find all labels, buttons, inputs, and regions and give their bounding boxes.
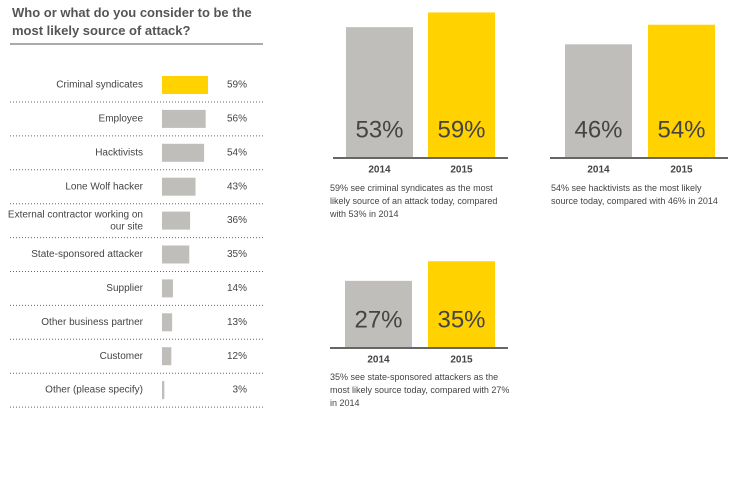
category-label: Other (please specify) bbox=[45, 385, 143, 396]
x-tick-label: 2014 bbox=[368, 165, 391, 176]
value-label: 13% bbox=[227, 317, 247, 328]
bar bbox=[162, 211, 191, 230]
bar bbox=[428, 12, 495, 158]
x-tick-label: 2015 bbox=[670, 165, 693, 176]
category-label: Employee bbox=[99, 114, 144, 125]
caption: 59% see criminal syndicates as the most … bbox=[330, 183, 498, 219]
value-label: 14% bbox=[227, 283, 247, 294]
value-label: 43% bbox=[227, 181, 247, 192]
bar bbox=[162, 347, 172, 366]
bar bbox=[648, 24, 715, 158]
caption: 35% see state-sponsored attackers as the… bbox=[330, 372, 510, 408]
category-label: Lone Wolf hacker bbox=[65, 181, 143, 192]
value-label: 56% bbox=[227, 114, 247, 125]
bar bbox=[565, 44, 632, 157]
category-label: Criminal syndicates bbox=[56, 80, 143, 91]
value-label: 35% bbox=[437, 306, 485, 333]
bar bbox=[162, 245, 190, 264]
value-label: 54% bbox=[657, 116, 705, 143]
bar bbox=[162, 381, 165, 400]
category-label: Hacktivists bbox=[95, 147, 143, 158]
x-tick-label: 2015 bbox=[450, 165, 473, 176]
category-label: External contractor working on our site bbox=[8, 209, 144, 232]
caption: 54% see hacktivists as the most likely s… bbox=[551, 183, 718, 206]
value-label: 54% bbox=[227, 147, 247, 158]
chart-title: Who or what do you consider to be the mo… bbox=[12, 5, 252, 38]
bar bbox=[428, 261, 495, 347]
bar bbox=[162, 177, 196, 196]
bar bbox=[162, 313, 173, 332]
bar bbox=[345, 280, 412, 347]
category-label: Other business partner bbox=[41, 317, 143, 328]
value-label: 59% bbox=[227, 80, 247, 91]
category-label: State-sponsored attacker bbox=[31, 249, 143, 260]
value-label: 3% bbox=[233, 385, 248, 396]
x-tick-label: 2015 bbox=[450, 355, 473, 366]
bar bbox=[346, 27, 413, 158]
category-label: Supplier bbox=[106, 283, 143, 294]
bar bbox=[162, 76, 209, 94]
bar bbox=[162, 279, 173, 298]
bar bbox=[162, 109, 206, 128]
value-label: 46% bbox=[574, 116, 622, 143]
bar bbox=[162, 143, 205, 162]
value-label: 53% bbox=[355, 116, 403, 143]
value-label: 59% bbox=[437, 116, 485, 143]
value-label: 35% bbox=[227, 249, 247, 260]
value-label: 12% bbox=[227, 351, 247, 362]
value-label: 27% bbox=[354, 306, 402, 333]
x-tick-label: 2014 bbox=[367, 355, 390, 366]
x-tick-label: 2014 bbox=[587, 165, 610, 176]
value-label: 36% bbox=[227, 215, 247, 226]
category-label: Customer bbox=[100, 351, 144, 362]
